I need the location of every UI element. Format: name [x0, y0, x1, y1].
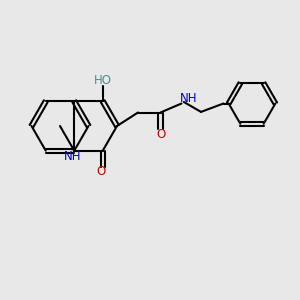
Text: O: O: [156, 128, 165, 141]
Text: O: O: [97, 165, 106, 178]
Text: NH: NH: [64, 150, 82, 163]
Text: NH: NH: [180, 92, 198, 106]
Text: HO: HO: [94, 74, 112, 87]
